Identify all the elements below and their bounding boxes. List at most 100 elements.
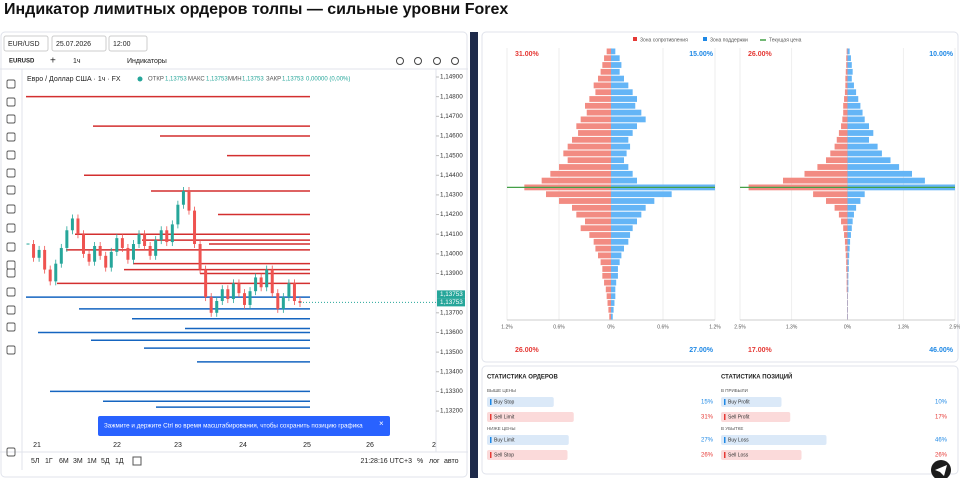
toolbar-icon[interactable]: [396, 57, 404, 65]
tool-icon[interactable]: [6, 168, 16, 178]
stat-tag: [724, 437, 726, 443]
status-dot: [137, 76, 143, 82]
resistance-bar: [600, 259, 611, 266]
support-bar: [611, 177, 637, 184]
x-tick-label: 0%: [607, 324, 615, 330]
toolbar-icon[interactable]: [433, 57, 441, 65]
support-bar: [847, 116, 865, 123]
x-tick-label: 1.2%: [709, 324, 721, 330]
chart-legend: Евро / Доллар США · 1ч · FX ОТКР 1,13753…: [27, 76, 350, 83]
corner-pct: 31.00%: [515, 51, 540, 58]
period-button[interactable]: 5Л: [31, 458, 40, 465]
support-bar: [611, 96, 637, 102]
resistance-bar: [846, 279, 848, 286]
candle: [131, 244, 135, 260]
tool-icon[interactable]: [6, 97, 16, 107]
resistance-bar: [605, 286, 611, 293]
tool-icon[interactable]: [6, 79, 16, 89]
candle: [43, 249, 47, 270]
tool-icon[interactable]: [6, 132, 16, 142]
resistance-bar: [585, 218, 611, 225]
resistance-bar: [836, 136, 848, 143]
support-bar: [611, 306, 614, 313]
period-button[interactable]: 1Г: [45, 458, 53, 465]
tool-icon[interactable]: [6, 223, 16, 233]
stat-value: 10%: [935, 400, 948, 406]
period-button[interactable]: 3М: [73, 458, 83, 465]
resistance-bar: [783, 177, 848, 184]
resistance-bar: [576, 211, 611, 218]
candle: [159, 230, 163, 241]
tool-icon[interactable]: [6, 242, 16, 252]
resistance-bar: [567, 143, 611, 150]
resistance-bar: [845, 68, 848, 75]
calendar-icon[interactable]: [132, 456, 142, 466]
tool-icon[interactable]: [6, 185, 16, 195]
support-bar: [847, 245, 850, 252]
candle: [54, 263, 58, 282]
tool-icon[interactable]: [6, 345, 16, 355]
scale-button[interactable]: %: [417, 458, 423, 465]
support-bar: [847, 62, 852, 68]
stat-bar: [487, 397, 554, 407]
support-bar: [611, 293, 616, 300]
support-bar: [611, 313, 613, 320]
period-button[interactable]: 1Д: [115, 458, 124, 465]
period-button[interactable]: 5Д: [101, 458, 110, 465]
candle: [65, 230, 69, 248]
price-label: 1,13500: [440, 349, 463, 356]
pair-select[interactable]: [3, 35, 49, 52]
tool-icon[interactable]: [6, 447, 16, 457]
support-bar: [611, 123, 637, 130]
support-bar: [611, 136, 629, 143]
symbol[interactable]: EURUSD: [9, 59, 35, 65]
group-label: В ПРИБЫЛИ: [721, 388, 748, 393]
resistance-bar: [585, 102, 611, 109]
candle: [204, 269, 208, 298]
scale-button[interactable]: авто: [444, 458, 459, 465]
close-hint[interactable]: ×: [379, 419, 384, 428]
period-button[interactable]: 1М: [87, 458, 97, 465]
legend-label: Зона сопротивления: [640, 37, 688, 43]
price-label: 1,14300: [440, 192, 463, 199]
tool-icon[interactable]: [6, 150, 16, 160]
scale-button[interactable]: лог: [429, 458, 440, 465]
tool-icon[interactable]: [6, 268, 16, 278]
support-bar: [847, 170, 912, 177]
tool-icon[interactable]: [6, 287, 16, 297]
candle: [198, 244, 202, 270]
tool-icon[interactable]: [6, 204, 16, 214]
interval[interactable]: 1ч: [73, 58, 81, 65]
date-label: 24: [239, 442, 247, 449]
resistance-bar: [843, 225, 848, 232]
date-label: 23: [174, 442, 182, 449]
price-label: 1,14600: [440, 133, 463, 140]
price-label: 1,13600: [440, 329, 463, 336]
candle: [70, 218, 74, 231]
tool-icon[interactable]: [6, 114, 16, 124]
period-button[interactable]: 6М: [59, 458, 69, 465]
candle: [26, 243, 30, 245]
add-symbol[interactable]: +: [50, 56, 56, 67]
date-input[interactable]: [51, 35, 107, 52]
resistance-bar: [580, 225, 611, 232]
support-bar: [847, 102, 861, 109]
corner-pct: 10.00%: [929, 51, 954, 58]
resistance-bar: [572, 136, 611, 143]
splitter[interactable]: [470, 32, 478, 478]
resistance-bar: [550, 170, 611, 177]
resistance-bar: [846, 266, 848, 272]
resistance-bar: [844, 238, 848, 245]
toolbar-icon[interactable]: [414, 57, 422, 65]
price-label: 1,14900: [440, 74, 463, 81]
price-badge: [437, 298, 465, 307]
support-bar: [847, 279, 849, 286]
clock: 21:28:16 UTC+3: [360, 458, 412, 465]
tool-icon[interactable]: [6, 322, 16, 332]
tool-icon[interactable]: [6, 305, 16, 315]
candle: [220, 289, 224, 302]
candle: [120, 238, 124, 248]
toolbar-icon[interactable]: [451, 57, 459, 65]
time-select[interactable]: [108, 35, 148, 52]
indicators[interactable]: Индикаторы: [127, 58, 167, 65]
